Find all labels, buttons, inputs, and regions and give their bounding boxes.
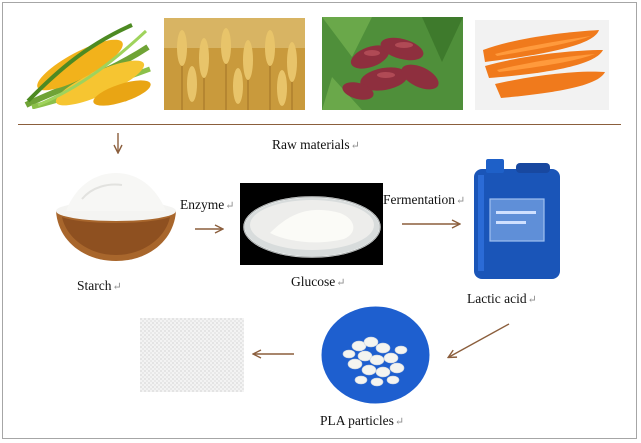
return-mark: ↵ [112,281,122,293]
fermentation-label: Fermentation↵ [383,192,466,207]
raw-materials-label: Raw materials↵ [272,137,360,152]
pla-fabric-image [140,318,244,392]
return-mark: ↵ [455,195,466,207]
glucose-dish-image [240,183,383,265]
pla-pellets-image [321,306,430,404]
wheat-image [164,18,305,110]
glucose-label: Glucose↵ [291,274,346,289]
return-mark: ↵ [336,277,346,289]
raw-materials-divider [18,124,621,125]
sweet-potato-image [322,17,463,110]
lactic-acid-label: Lactic acid↵ [467,291,537,306]
return-mark: ↵ [225,200,235,212]
starch-label: Starch↵ [77,278,122,293]
carrot-image [475,20,609,110]
lactic-acid-jerrycan-image [466,155,567,282]
pla-particles-label: PLA particles↵ [320,413,405,428]
corn-image [22,17,152,109]
return-mark: ↵ [527,294,537,306]
return-mark: ↵ [394,416,405,428]
return-mark: ↵ [350,140,360,152]
enzyme-label: Enzyme↵ [180,197,235,212]
starch-bowl-image [52,165,180,263]
diagram-frame [2,2,637,439]
